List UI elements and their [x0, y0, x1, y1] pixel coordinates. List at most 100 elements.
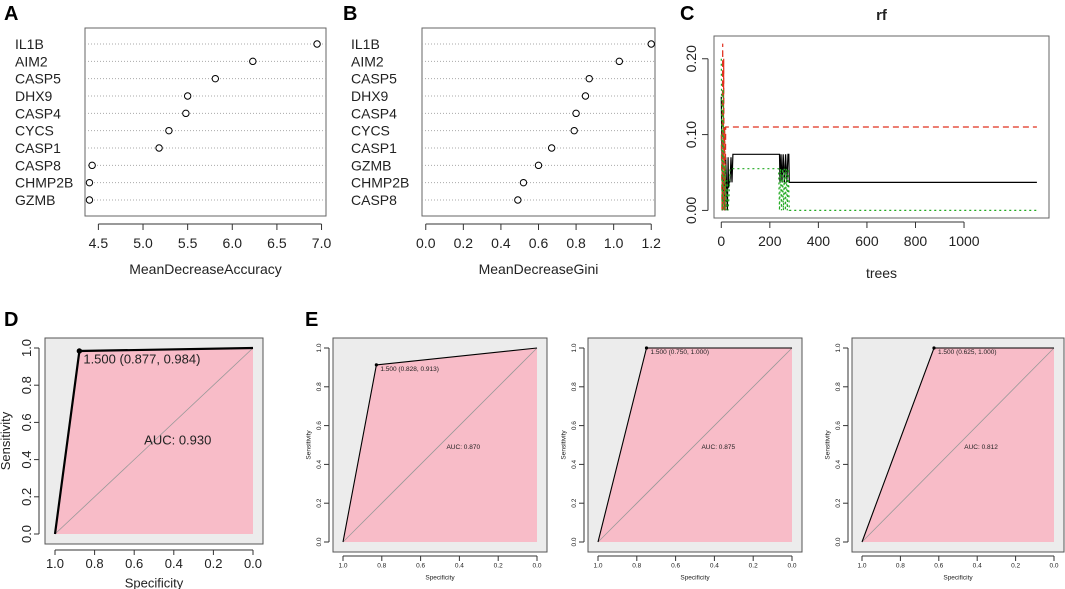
x-tick-label: 0.2 — [454, 235, 474, 251]
y-tick-label: 0.8 — [316, 382, 323, 391]
category-label: GZMB — [351, 157, 391, 173]
x-tick-label: 1.0 — [338, 563, 347, 570]
data-point — [165, 126, 173, 135]
y-axis-title: Sensitivity — [306, 430, 313, 460]
auc-label: AUC: 0.870 — [446, 444, 480, 451]
y-tick-label: 0.00 — [683, 197, 699, 224]
y-tick-label: 0.6 — [19, 413, 34, 431]
x-tick-label: 6.5 — [267, 235, 287, 251]
data-point — [211, 74, 220, 83]
plot-frame — [421, 27, 656, 217]
x-axis-title: MeanDecreaseAccuracy — [129, 261, 282, 277]
series-line-class2 — [720, 58, 1037, 211]
y-tick-label: 0.0 — [571, 537, 578, 546]
x-tick-label: 0.0 — [416, 235, 436, 251]
data-point — [182, 109, 190, 118]
category-label: DHX9 — [351, 88, 389, 104]
x-tick-label: 200 — [758, 233, 782, 249]
x-tick-label: 0.6 — [671, 563, 680, 570]
x-tick-label: 0.6 — [934, 563, 943, 570]
category-label: CASP4 — [351, 105, 397, 121]
threshold-label: 1.500 (0.828, 0.913) — [380, 366, 439, 373]
x-tick-label: 0.8 — [86, 556, 104, 571]
category-label: CASP1 — [351, 140, 397, 156]
data-point — [570, 126, 578, 135]
category-label: IL1B — [15, 36, 44, 52]
panel-label-c: C — [680, 3, 694, 25]
y-tick-label: 0.20 — [683, 45, 699, 72]
y-tick-label: 0.0 — [835, 537, 842, 546]
x-tick-label: 1.0 — [593, 563, 602, 570]
data-point — [313, 40, 321, 48]
category-label: GZMB — [15, 192, 55, 208]
x-axis-title: Specificity — [680, 575, 710, 582]
y-tick-label: 0.8 — [19, 376, 34, 394]
y-tick-label: 1.0 — [19, 339, 34, 357]
y-tick-label: 0.2 — [316, 498, 323, 507]
category-label: CHMP2B — [15, 175, 73, 191]
x-tick-label: 5.5 — [178, 235, 198, 251]
y-tick-label: 0.2 — [571, 498, 578, 507]
category-label: CASP5 — [351, 71, 397, 87]
x-tick-label: 0.0 — [244, 556, 262, 571]
category-label: AIM2 — [351, 53, 384, 69]
roc-chart-e1: 1.500 (0.828, 0.913) AUC: 0.870 1.0 0.8 0.6 0… — [306, 337, 548, 582]
x-tick-label: 600 — [855, 233, 879, 249]
plot-frame — [713, 35, 1050, 219]
roc-chart-d: 1.500 (0.877, 0.984) AUC: 0.930 1.0 0.8 0.6 0… — [0, 337, 264, 589]
data-point — [547, 144, 556, 152]
y-tick-label: 0.0 — [316, 537, 323, 546]
category-label: IL1B — [351, 36, 380, 52]
x-tick-label: 400 — [807, 233, 831, 249]
diagonal-reference-line — [342, 347, 538, 543]
x-tick-label: 7.0 — [312, 235, 332, 251]
y-tick-label: 0.6 — [316, 421, 323, 430]
roc-chart-e3: 1.500 (0.625, 1.000) AUC: 0.812 1.0 0.8 0.6 0… — [825, 337, 1065, 582]
data-point — [85, 196, 94, 204]
x-tick-label: 0.8 — [632, 563, 641, 570]
x-tick-label: 4.5 — [89, 235, 109, 251]
x-axis-title: trees — [866, 265, 897, 281]
x-tick-label: 0.2 — [494, 563, 503, 570]
x-axis-title: Specificity — [425, 575, 455, 582]
x-tick-label: 1.0 — [857, 563, 866, 570]
y-axis-title: Sensitivity — [561, 430, 568, 460]
category-label: CASP4 — [15, 105, 61, 121]
data-point — [88, 161, 96, 170]
panel-label-b: B — [343, 3, 357, 25]
x-tick-label: 1.0 — [604, 235, 624, 251]
category-label: CHMP2B — [351, 175, 409, 191]
x-axis-title: MeanDecreaseGini — [479, 261, 599, 277]
diagonal-reference-line — [54, 347, 254, 535]
y-tick-label: 1.0 — [571, 343, 578, 352]
x-tick-label: 0 — [717, 233, 725, 249]
x-tick-label: 0.8 — [377, 563, 386, 570]
auc-label: AUC: 0.930 — [144, 433, 211, 448]
y-tick-label: 0.6 — [835, 421, 842, 430]
x-tick-label: 0.2 — [1011, 563, 1020, 570]
y-tick-label: 0.2 — [835, 498, 842, 507]
panel-label-d: D — [4, 309, 18, 331]
category-label: CASP8 — [15, 157, 61, 173]
x-tick-label: 0.8 — [566, 235, 586, 251]
y-axis-title: Sensitivity — [0, 411, 13, 470]
y-axis-title: Sensitivity — [825, 430, 832, 460]
y-tick-label: 0.6 — [571, 421, 578, 430]
y-tick-label: 0.4 — [571, 460, 578, 469]
y-tick-label: 0.10 — [683, 121, 699, 148]
y-tick-label: 1.0 — [316, 343, 323, 352]
x-tick-label: 0.0 — [1049, 563, 1058, 570]
diagonal-reference-line — [597, 347, 793, 543]
x-tick-label: 1000 — [948, 233, 979, 249]
data-point — [183, 92, 192, 100]
auc-label: AUC: 0.875 — [701, 444, 735, 451]
auc-label: AUC: 0.812 — [964, 444, 998, 451]
y-tick-label: 0.0 — [19, 525, 34, 543]
data-point — [581, 92, 590, 100]
x-tick-label: 0.4 — [973, 563, 982, 570]
y-tick-label: 0.8 — [571, 382, 578, 391]
x-tick-label: 0.2 — [204, 556, 222, 571]
diagonal-reference-line — [861, 347, 1055, 543]
